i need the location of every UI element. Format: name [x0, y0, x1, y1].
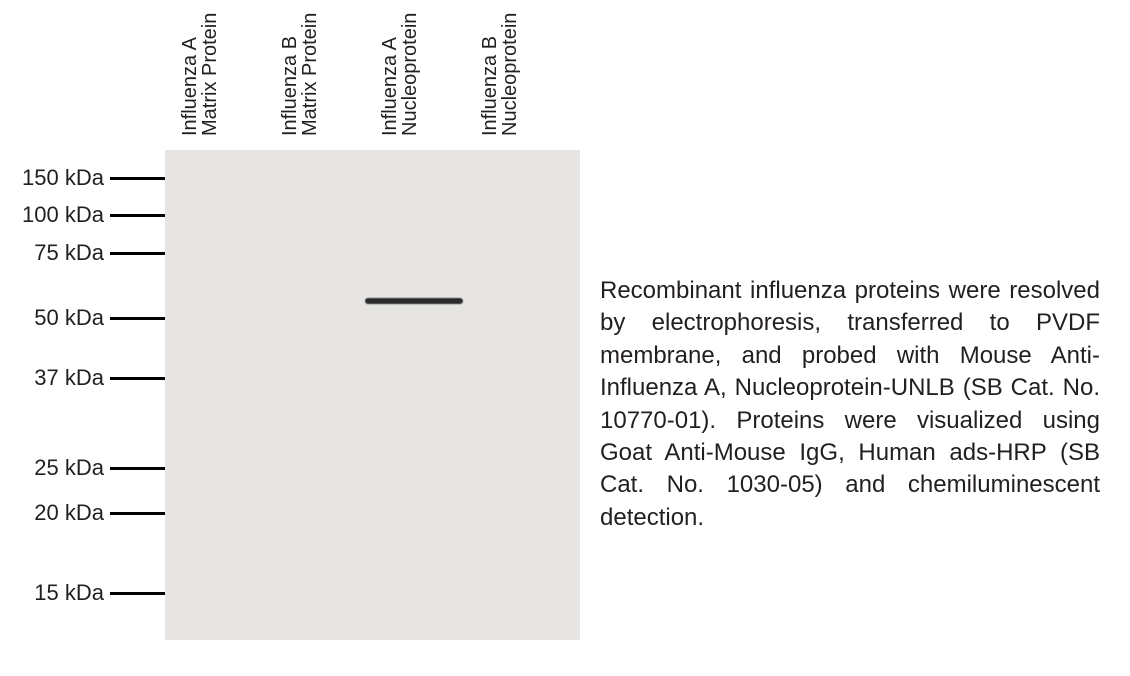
lane-label-line2: Matrix Protein — [199, 13, 221, 136]
lane-label-text: Influenza B Matrix Protein — [280, 13, 320, 136]
lane-label-text: Influenza B Nucleoprotein — [480, 13, 520, 136]
blot-image — [165, 150, 580, 640]
mw-marker-row: 15 kDa — [0, 580, 165, 606]
lane-label: Influenza B Nucleoprotein — [470, 0, 570, 140]
mw-marker-row: 37 kDa — [0, 365, 165, 391]
lane-labels: Influenza A Matrix Protein Influenza B M… — [170, 0, 570, 140]
lane-label-line1: Influenza B — [479, 36, 501, 136]
lane-label-line2: Matrix Protein — [299, 13, 321, 136]
mw-marker-row: 100 kDa — [0, 202, 165, 228]
mw-marker-tick — [110, 377, 165, 380]
mw-marker-label: 20 kDa — [0, 500, 110, 526]
figure-caption: Recombinant influenza proteins were reso… — [600, 275, 1100, 534]
mw-marker-row: 150 kDa — [0, 165, 165, 191]
mw-marker-tick — [110, 592, 165, 595]
mw-marker-tick — [110, 177, 165, 180]
mw-marker-row: 50 kDa — [0, 305, 165, 331]
mw-marker-label: 50 kDa — [0, 305, 110, 331]
lane-label: Influenza A Matrix Protein — [170, 0, 270, 140]
mw-marker-label: 15 kDa — [0, 580, 110, 606]
lane-label-line1: Influenza A — [379, 37, 401, 136]
mw-marker-label: 100 kDa — [0, 202, 110, 228]
mw-marker-row: 25 kDa — [0, 455, 165, 481]
blot-panel: Influenza A Matrix Protein Influenza B M… — [0, 0, 590, 676]
figure-container: Influenza A Matrix Protein Influenza B M… — [0, 0, 1130, 676]
mw-marker-row: 75 kDa — [0, 240, 165, 266]
lane-label-line1: Influenza B — [279, 36, 301, 136]
mw-marker-tick — [110, 512, 165, 515]
lane-label-line2: Nucleoprotein — [499, 13, 521, 136]
caption-panel: Recombinant influenza proteins were reso… — [590, 0, 1130, 676]
mw-marker-tick — [110, 252, 165, 255]
mw-marker-tick — [110, 214, 165, 217]
lane-label-line1: Influenza A — [179, 37, 201, 136]
lane-label-text: Influenza A Matrix Protein — [180, 13, 220, 136]
lane-label: Influenza B Matrix Protein — [270, 0, 370, 140]
protein-band — [365, 298, 463, 304]
mw-marker-label: 25 kDa — [0, 455, 110, 481]
mw-marker-row: 20 kDa — [0, 500, 165, 526]
mw-marker-tick — [110, 467, 165, 470]
mw-marker-label: 75 kDa — [0, 240, 110, 266]
mw-marker-label: 150 kDa — [0, 165, 110, 191]
lane-label: Influenza A Nucleoprotein — [370, 0, 470, 140]
lane-label-text: Influenza A Nucleoprotein — [380, 13, 420, 136]
mw-marker-label: 37 kDa — [0, 365, 110, 391]
mw-marker-tick — [110, 317, 165, 320]
lane-label-line2: Nucleoprotein — [399, 13, 421, 136]
